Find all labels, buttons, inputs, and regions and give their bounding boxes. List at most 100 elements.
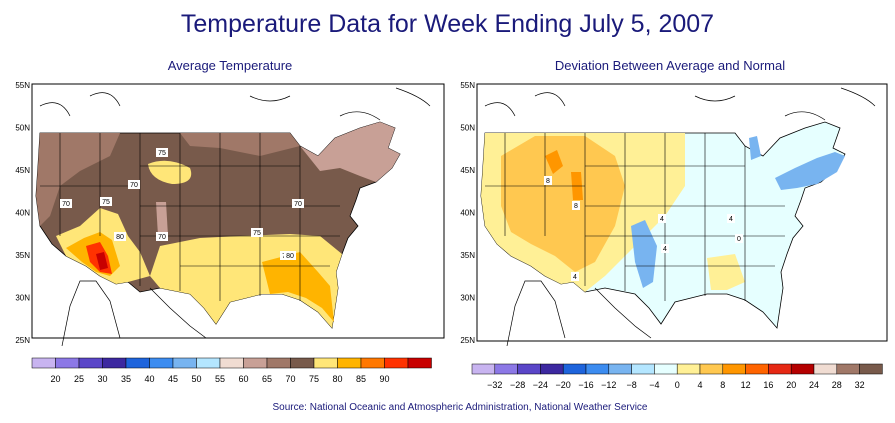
legend-label: 16 <box>763 380 773 390</box>
contour-label: 8 <box>546 178 550 185</box>
legend-label: 24 <box>809 380 819 390</box>
legend-swatch <box>290 357 315 369</box>
contour-label: 4 <box>663 246 667 253</box>
legend-swatch <box>722 363 746 375</box>
legend-label: −4 <box>649 380 659 390</box>
average-temperature-legend: 20 25 30 35 40 45 50 55 60 65 70 75 80 85 90 <box>31 357 432 384</box>
legend-swatch <box>790 363 815 375</box>
lat-label: 25N <box>460 336 475 345</box>
legend-label: 70 <box>285 374 295 384</box>
legend-label: 25 <box>74 374 84 384</box>
legend-swatch <box>360 357 385 369</box>
legend-swatch <box>699 363 724 375</box>
contour-label: 4 <box>573 274 577 281</box>
lat-label: 30N <box>460 294 475 303</box>
legend-label: 75 <box>309 374 319 384</box>
legend-swatch <box>407 357 432 369</box>
legend-swatch <box>631 363 655 375</box>
legend-swatch <box>813 363 838 375</box>
legend-swatch <box>836 363 860 375</box>
legend-label: 0 <box>675 380 680 390</box>
lat-label: 40N <box>15 209 30 218</box>
legend-swatch <box>219 357 244 369</box>
average-temperature-map: 75707075707075758080 55N50N45N40N35N30N2… <box>15 81 445 346</box>
contour-label: 70 <box>294 201 302 208</box>
deviation-legend: −32 −28 −24 −20 −16 −12 −8 −4 0 4 8 12 16 20 24 28 32 <box>471 363 883 390</box>
legend-label: 65 <box>262 374 272 384</box>
legend-label: 40 <box>144 374 154 384</box>
legend-swatch <box>494 363 518 375</box>
legend-label: −20 <box>556 380 571 390</box>
lat-label: 50N <box>460 124 475 133</box>
contour-label: 70 <box>130 182 138 189</box>
legend-label: −8 <box>626 380 636 390</box>
lat-label: 25N <box>15 336 30 345</box>
contour-label: 80 <box>116 234 124 241</box>
legend-swatch <box>172 357 197 369</box>
legend-swatch <box>585 363 610 375</box>
contour-label: 8 <box>574 203 578 210</box>
legend-label: −28 <box>510 380 525 390</box>
legend-label: 20 <box>50 374 60 384</box>
legend-label: 55 <box>215 374 225 384</box>
legend-swatch <box>768 363 792 375</box>
legend-label: 4 <box>697 380 702 390</box>
contour-label: 0 <box>737 236 741 243</box>
contour-label: 4 <box>729 216 733 223</box>
legend-label: −16 <box>578 380 593 390</box>
legend-swatch <box>676 363 701 375</box>
contour-label: 75 <box>158 150 166 157</box>
legend-swatch <box>196 357 221 369</box>
legend-swatch <box>31 357 56 369</box>
lat-label: 50N <box>15 124 30 133</box>
contour-label: 4 <box>660 216 664 223</box>
legend-swatch <box>540 363 564 375</box>
legend-label: 80 <box>332 374 342 384</box>
lat-label: 35N <box>460 251 475 260</box>
legend-label: −32 <box>487 380 502 390</box>
legend-swatch <box>149 357 174 369</box>
source-note: Source: National Oceanic and Atmospheric… <box>272 402 648 413</box>
lat-label: 30N <box>15 294 30 303</box>
legend-label: 28 <box>832 380 842 390</box>
legend-label: 20 <box>786 380 796 390</box>
lat-label: 35N <box>15 251 30 260</box>
lat-label: 45N <box>15 166 30 175</box>
legend-label: 35 <box>121 374 131 384</box>
legend-label: 32 <box>855 380 865 390</box>
legend-swatch <box>562 363 587 375</box>
legend-swatch <box>102 357 127 369</box>
legend-swatch <box>608 363 632 375</box>
legend-swatch <box>471 363 496 375</box>
lat-label: 45N <box>460 166 475 175</box>
legend-label: 45 <box>168 374 178 384</box>
legend-label: 90 <box>379 374 389 384</box>
legend-swatch <box>859 363 883 375</box>
legend-swatch <box>243 357 268 369</box>
legend-swatch <box>384 357 409 369</box>
contour-label: 70 <box>158 234 166 241</box>
legend-swatch <box>78 357 103 369</box>
legend-label: 8 <box>720 380 725 390</box>
legend-label: 85 <box>356 374 366 384</box>
legend-swatch <box>517 363 541 375</box>
contour-label: 75 <box>253 230 261 237</box>
legend-swatch <box>745 363 769 375</box>
page-title: Temperature Data for Week Ending July 5,… <box>180 10 715 38</box>
legend-swatch <box>337 357 362 369</box>
legend-label: 60 <box>238 374 248 384</box>
legend-label: −12 <box>601 380 616 390</box>
lat-label: 55N <box>460 81 475 90</box>
left-map-title: Average Temperature <box>167 58 293 73</box>
legend-label: −24 <box>533 380 548 390</box>
legend-label: 12 <box>741 380 751 390</box>
lat-label: 55N <box>15 81 30 90</box>
legend-swatch <box>55 357 80 369</box>
legend-label: 30 <box>97 374 107 384</box>
legend-label: 50 <box>191 374 201 384</box>
legend-swatch <box>266 357 291 369</box>
legend-swatch <box>654 363 678 375</box>
contour-label: 75 <box>102 199 110 206</box>
legend-swatch <box>313 357 338 369</box>
